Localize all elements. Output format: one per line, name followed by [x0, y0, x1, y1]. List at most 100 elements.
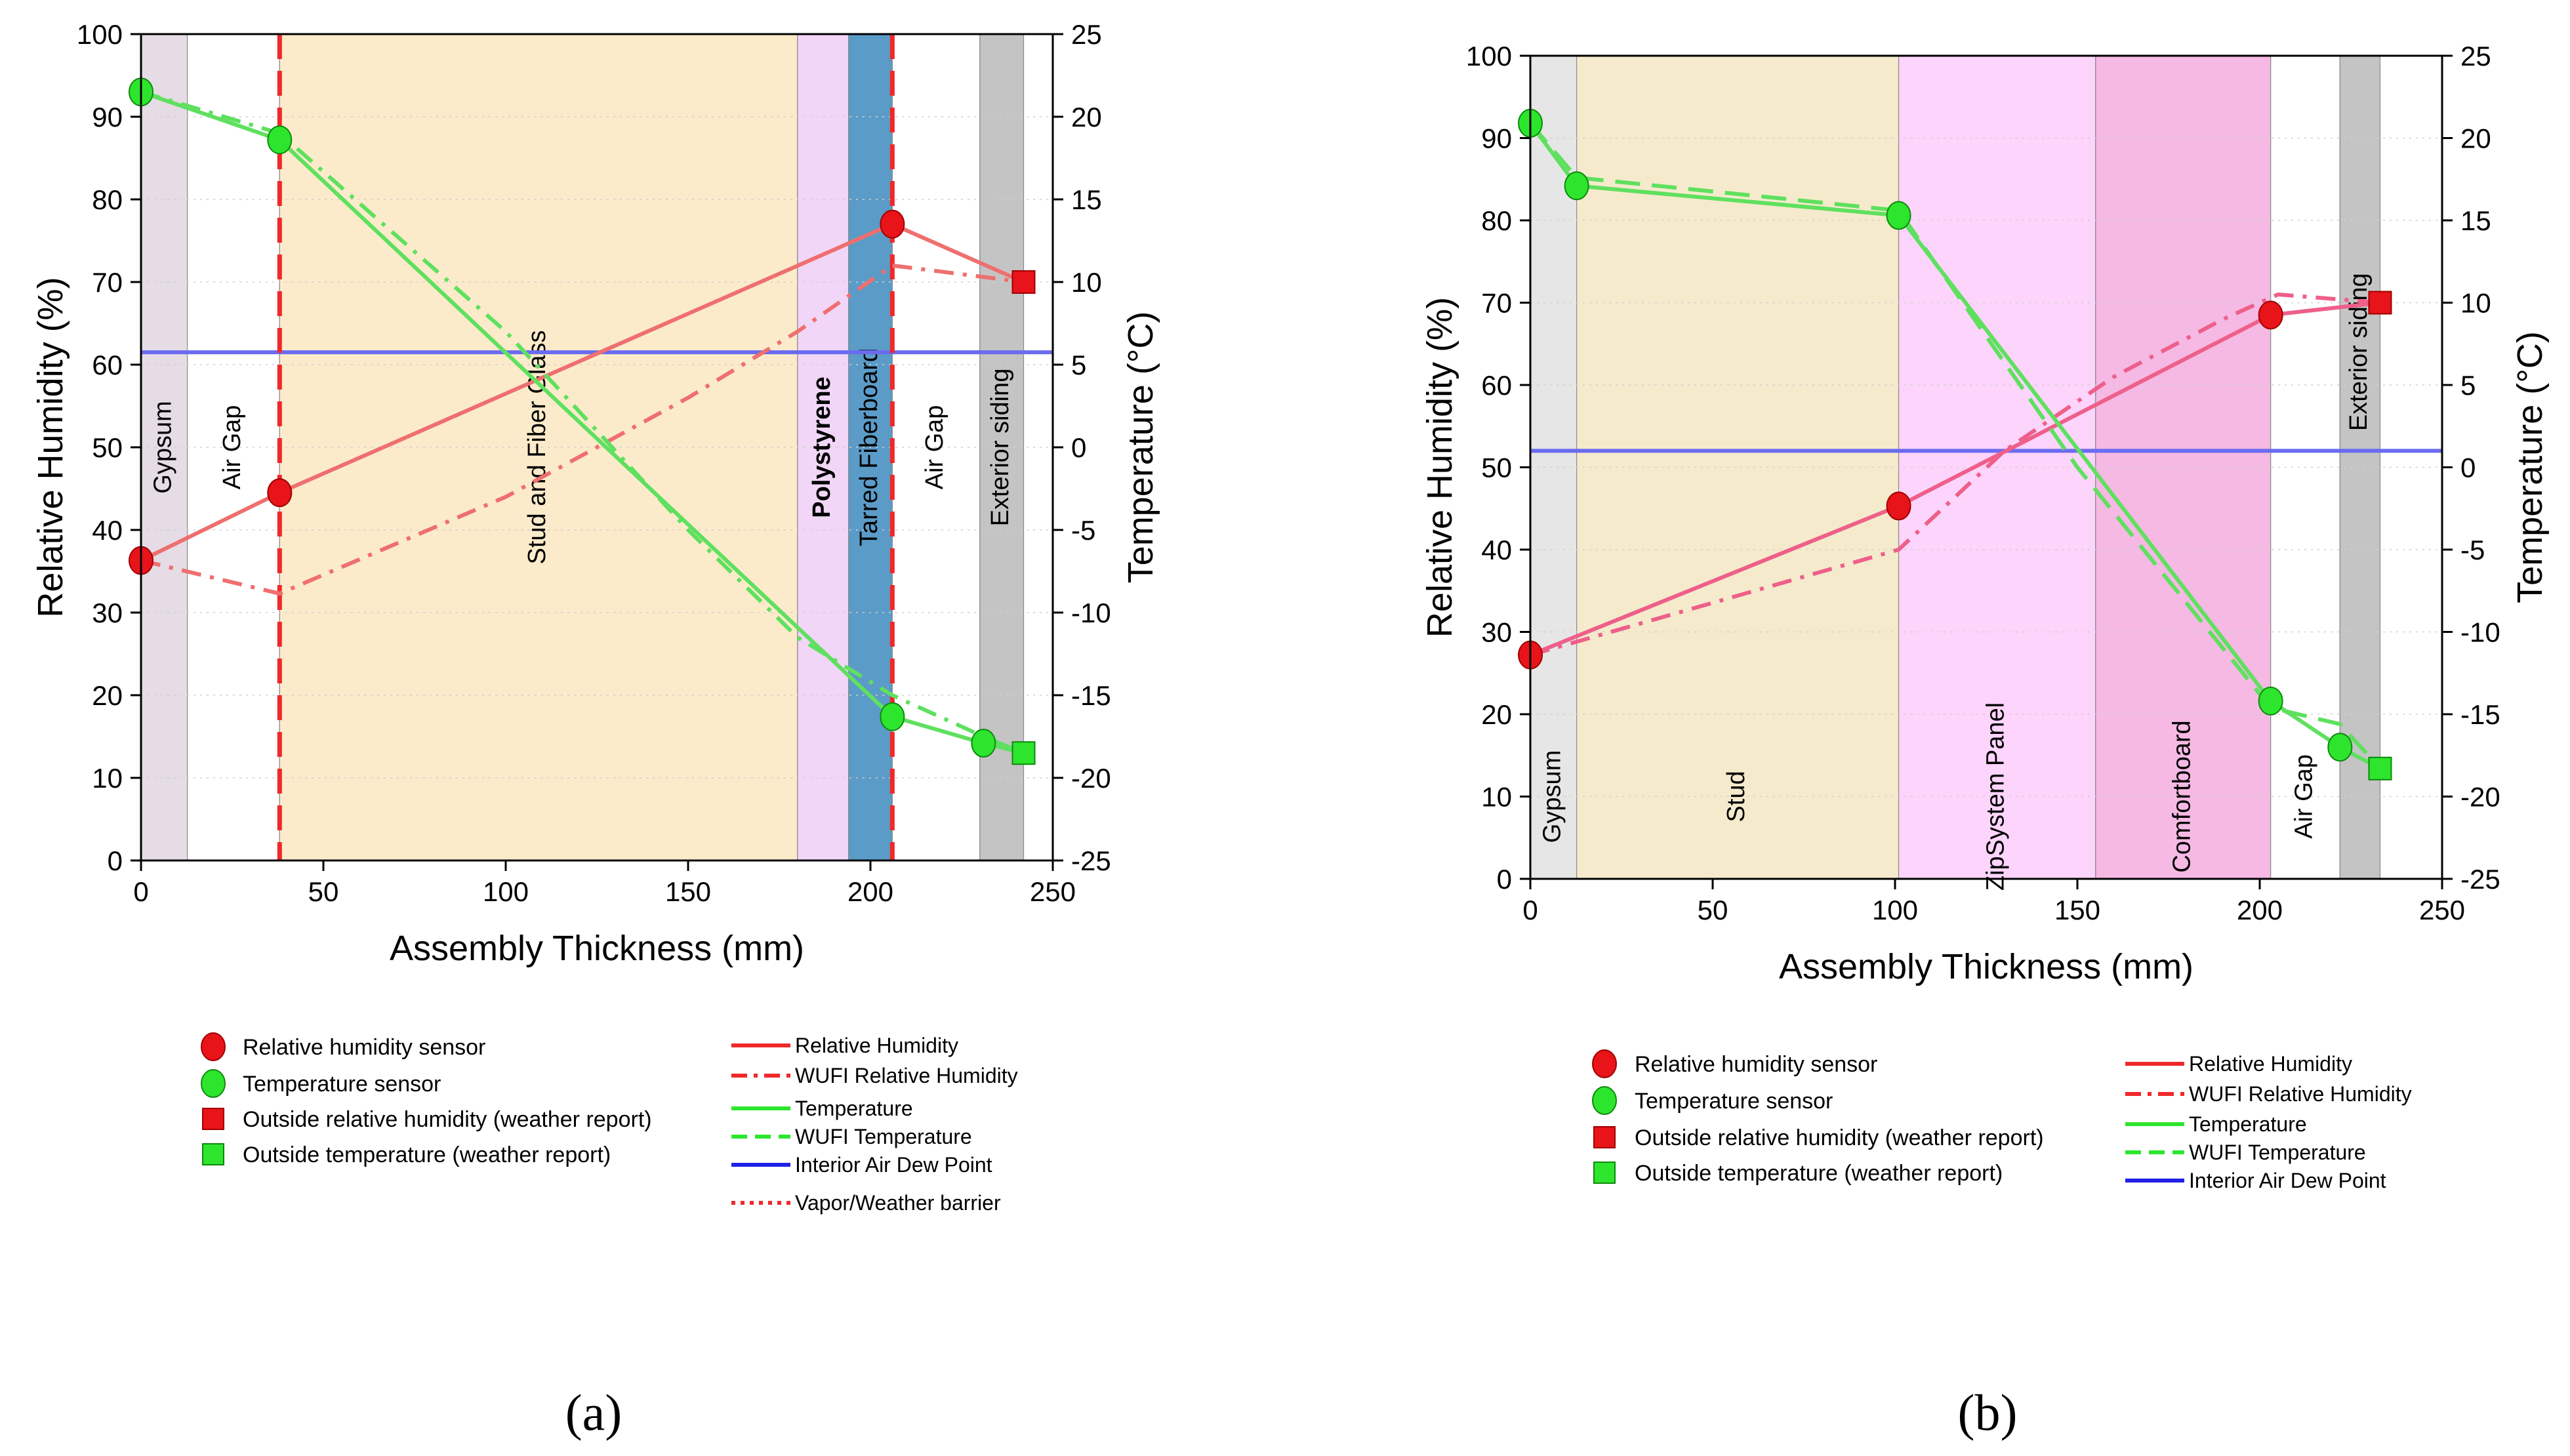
chart-panel-b: Gypsum Stud ZipSystem Panel Comfortboard Air…: [1420, 41, 2550, 1441]
y2-axis-label: Temperature (°C): [1121, 312, 1160, 584]
x-tick-label: 200: [847, 876, 893, 907]
temp-sensor-point: [267, 125, 293, 155]
chart-panel-a: Gypsum Air Gap Stud and Fiber Glass Polysty…: [31, 19, 1160, 1441]
x-tick-label: 100: [483, 876, 529, 907]
legend-line-label: Temperature: [795, 1097, 913, 1120]
legend-rh-sensor-marker: [201, 1032, 226, 1061]
y-tick-label: 50: [1481, 453, 1512, 483]
legend-marker-label: Outside relative humidity (weather repor…: [243, 1107, 652, 1132]
x-tick-label: 150: [2054, 895, 2100, 925]
layer-label: Gypsum: [1538, 750, 1566, 843]
layer-label: Tarred Fiberboard: [855, 348, 883, 546]
y2-tick-label: 0: [2460, 453, 2476, 483]
layer-band-3: [2095, 55, 2272, 880]
legend-marker-label: Temperature sensor: [1635, 1089, 1833, 1114]
y2-tick-label: -25: [1071, 845, 1111, 876]
temp-sensor-point: [1886, 201, 1911, 230]
legend-temp-sensor-marker: [1592, 1086, 1617, 1115]
y-tick-label: 40: [92, 515, 123, 546]
y-tick-label: 30: [92, 597, 123, 628]
x-tick-label: 200: [2237, 895, 2283, 925]
y-tick-label: 90: [92, 102, 123, 132]
layer-label: Stud and Fiber Glass: [523, 331, 551, 565]
y-tick-label: 0: [108, 845, 123, 876]
rh-sensor-point: [880, 209, 905, 239]
layer-label: Exterior siding: [987, 369, 1014, 527]
y2-tick-label: -20: [1071, 763, 1111, 794]
y-axis-label: Relative Humidity (%): [31, 277, 70, 617]
x-tick-label: 50: [308, 876, 339, 907]
y-tick-label: 80: [1481, 205, 1512, 236]
y2-tick-label: 10: [2460, 288, 2491, 319]
y-tick-label: 10: [92, 763, 123, 794]
legend-outside-rh-marker: [1593, 1126, 1616, 1148]
temp-sensor-point: [880, 702, 905, 731]
layer-label: Gypsum: [149, 401, 176, 493]
legend-marker-label: Outside temperature (weather report): [1635, 1161, 2003, 1186]
x-tick-label: 100: [1872, 895, 1918, 925]
legend-line-label: Interior Air Dew Point: [795, 1153, 992, 1177]
series-line-3: [140, 90, 1025, 755]
x-tick-label: 150: [665, 876, 711, 907]
y-tick-label: 80: [92, 184, 123, 215]
y2-tick-label: -20: [2460, 782, 2500, 813]
layer-label: Air Gap: [218, 405, 246, 490]
layer-label: ZipSystem Panel: [1982, 702, 2010, 891]
legend-line-label: Temperature: [2189, 1112, 2307, 1136]
temp-sensor-point: [2327, 733, 2353, 762]
temp-sensor-point: [1564, 171, 1589, 201]
series-line-1: [1530, 292, 2380, 657]
y-tick-label: 20: [92, 680, 123, 711]
y2-tick-label: -5: [1071, 515, 1095, 546]
y2-tick-label: -15: [1071, 680, 1111, 711]
y2-tick-label: 5: [2460, 370, 2476, 401]
layer-label: Air Gap: [921, 405, 948, 490]
y2-tick-label: 0: [1071, 432, 1086, 463]
legend-line-label: WUFI Relative Humidity: [795, 1064, 1018, 1087]
outside-rh-point: [2368, 291, 2392, 315]
y2-tick-label: -10: [1071, 597, 1111, 628]
legend-marker-label: Relative humidity sensor: [243, 1035, 485, 1060]
legend-temp-sensor-marker: [201, 1069, 226, 1098]
temp-sensor-point: [971, 729, 996, 758]
y-tick-label: 100: [77, 19, 123, 50]
legend-marker-label: Temperature sensor: [243, 1072, 441, 1097]
series-line-0: [1529, 300, 2380, 657]
y2-tick-label: 15: [2460, 205, 2491, 236]
series-line-0: [140, 222, 1025, 563]
rh-sensor-point: [1886, 491, 1911, 521]
legend-outside-rh-marker: [202, 1108, 224, 1130]
legend-line-label: Vapor/Weather barrier: [795, 1191, 1001, 1215]
y2-tick-label: -10: [2460, 617, 2500, 648]
y-tick-label: 50: [92, 432, 123, 463]
legend-marker-label: Relative humidity sensor: [1635, 1052, 1877, 1077]
legend-outside-temp-marker: [202, 1143, 224, 1165]
series-line-3: [1528, 121, 2382, 770]
y-tick-label: 70: [1481, 288, 1512, 319]
y2-tick-label: -5: [2460, 535, 2485, 565]
x-tick-label: 50: [1698, 895, 1728, 925]
y2-tick-label: 15: [1071, 184, 1102, 215]
y2-tick-label: 20: [2460, 123, 2491, 154]
y-tick-label: 40: [1481, 535, 1512, 565]
y-tick-label: 10: [1481, 782, 1512, 813]
legend-outside-temp-marker: [1593, 1162, 1616, 1184]
panel-caption: (b): [1958, 1384, 2018, 1441]
legend-marker-label: Outside relative humidity (weather repor…: [1635, 1125, 2044, 1150]
y2-tick-label: 25: [1071, 19, 1102, 50]
outside-temp-point: [1011, 741, 1036, 765]
y-tick-label: 60: [92, 350, 123, 380]
series-line-1: [140, 263, 1024, 596]
layer-band-3: [797, 33, 849, 861]
layer-band-1: [1576, 55, 1900, 880]
legend-line-label: WUFI Relative Humidity: [2189, 1082, 2412, 1106]
layer-label: Stud: [1723, 771, 1750, 822]
y2-tick-label: 20: [1071, 102, 1102, 132]
rh-sensor-point: [267, 478, 293, 508]
rh-sensor-point: [2258, 300, 2283, 330]
y-axis-label: Relative Humidity (%): [1420, 297, 1459, 637]
legend-line-label: WUFI Temperature: [2189, 1141, 2366, 1164]
legend-marker-label: Outside temperature (weather report): [243, 1143, 611, 1167]
y2-axis-label: Temperature (°C): [2510, 331, 2550, 603]
